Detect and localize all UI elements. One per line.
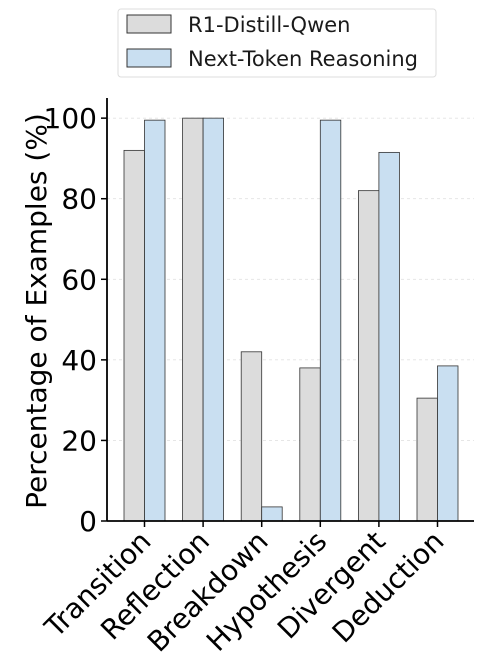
bar-next-token-reasoning-deduction [437, 365, 459, 522]
legend-label-r1-distill-qwen: R1-Distill-Qwen [188, 13, 351, 37]
axes [106, 98, 474, 522]
y-axis-label: Percentage of Examples (%) [20, 113, 53, 509]
bar-r1-distill-qwen-deduction [416, 397, 438, 522]
bar-next-token-reasoning-hypothesis [319, 119, 342, 522]
y-ticks: 0 20 40 60 80 100 [44, 102, 107, 538]
y-tick-label-100: 100 [44, 102, 97, 135]
grid [107, 117, 474, 441]
legend-swatch-r1-distill-qwen [126, 14, 172, 34]
x-ticks: TransitionReflectionBreakdownHypothesisD… [38, 521, 450, 658]
y-tick-label-80: 80 [61, 183, 97, 216]
legend-frame [117, 8, 437, 78]
y-tick-label-40: 40 [61, 344, 97, 377]
bar-r1-distill-qwen-hypothesis [299, 367, 321, 522]
bar-next-token-reasoning-reflection [202, 117, 225, 522]
bar-r1-distill-qwen-transition [123, 149, 145, 522]
legend-label-next-token-reasoning: Next-Token Reasoning [188, 47, 418, 71]
y-tick-label-20: 20 [61, 424, 97, 457]
bar-r1-distill-qwen-divergent [357, 190, 380, 522]
bar-next-token-reasoning-divergent [378, 151, 400, 522]
bar-next-token-reasoning-transition [144, 119, 166, 522]
bar-r1-distill-qwen-reflection [182, 117, 204, 522]
y-tick-label-0: 0 [79, 505, 97, 538]
bars [123, 117, 459, 522]
bar-r1-distill-qwen-breakdown [240, 351, 263, 522]
legend-swatch-next-token-reasoning [126, 48, 172, 68]
bar-next-token-reasoning-breakdown [261, 506, 283, 522]
legend: R1-Distill-Qwen Next-Token Reasoning [117, 8, 437, 78]
y-tick-label-60: 60 [61, 263, 97, 296]
